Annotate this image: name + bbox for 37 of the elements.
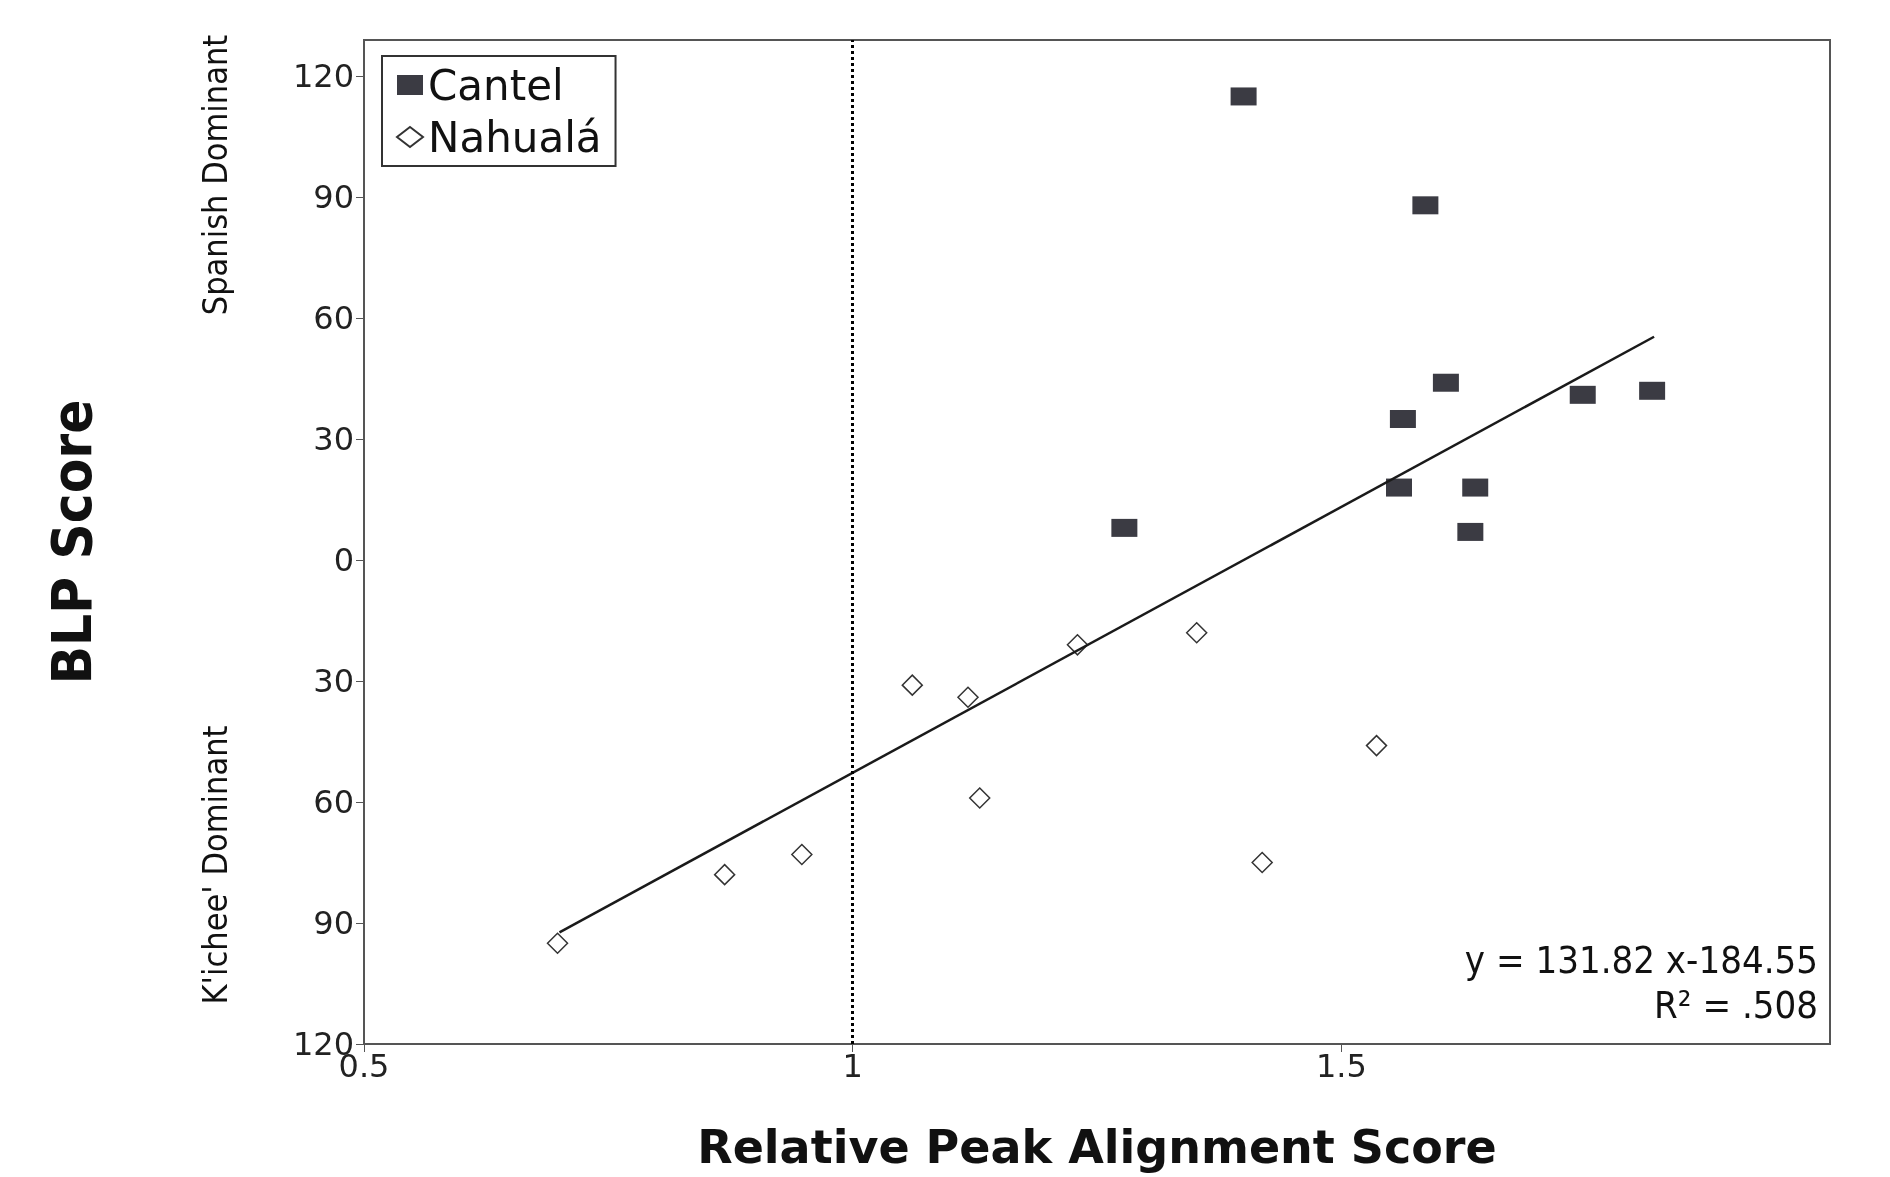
text: K'ichee' Dominant	[195, 725, 235, 1005]
point	[957, 686, 979, 708]
y-tick-label: 30	[313, 420, 354, 459]
y-tick-label: 30	[313, 662, 354, 701]
point	[1230, 87, 1257, 106]
point	[1457, 522, 1484, 541]
point	[1432, 373, 1459, 392]
point	[1639, 381, 1666, 400]
point	[791, 843, 813, 866]
y-tick-label: 60	[313, 299, 354, 338]
x-tick-label: 1	[842, 1047, 863, 1085]
point	[1569, 385, 1596, 404]
x-axis-title: Relative Peak Alignment Score	[697, 1120, 1497, 1174]
x-tick-label: 1.5	[1315, 1047, 1367, 1085]
y-tick-label: 120	[292, 57, 354, 96]
y-tick-label: 90	[313, 178, 354, 217]
annotation: R² = .508	[1654, 983, 1818, 1027]
legend-label: Nahualá	[428, 112, 602, 162]
point	[1185, 621, 1208, 644]
y-tick-label: 0	[333, 541, 354, 580]
y-tick-label: 60	[313, 783, 354, 822]
point	[901, 674, 924, 696]
point	[1386, 478, 1412, 497]
y-axis-title: BLP Score	[38, 399, 104, 685]
y-tick-label: 90	[313, 904, 354, 943]
point	[1462, 478, 1489, 497]
point	[546, 932, 569, 954]
legend-label: Cantel	[428, 60, 564, 110]
annotation: y = 131.82 x-184.55	[1464, 938, 1818, 982]
point	[1111, 518, 1138, 537]
point	[1365, 734, 1388, 757]
point	[968, 787, 991, 809]
point	[1389, 410, 1416, 429]
text: Spanish Dominant	[195, 34, 235, 316]
point	[1251, 851, 1273, 874]
point	[1412, 196, 1439, 215]
point	[713, 863, 736, 886]
